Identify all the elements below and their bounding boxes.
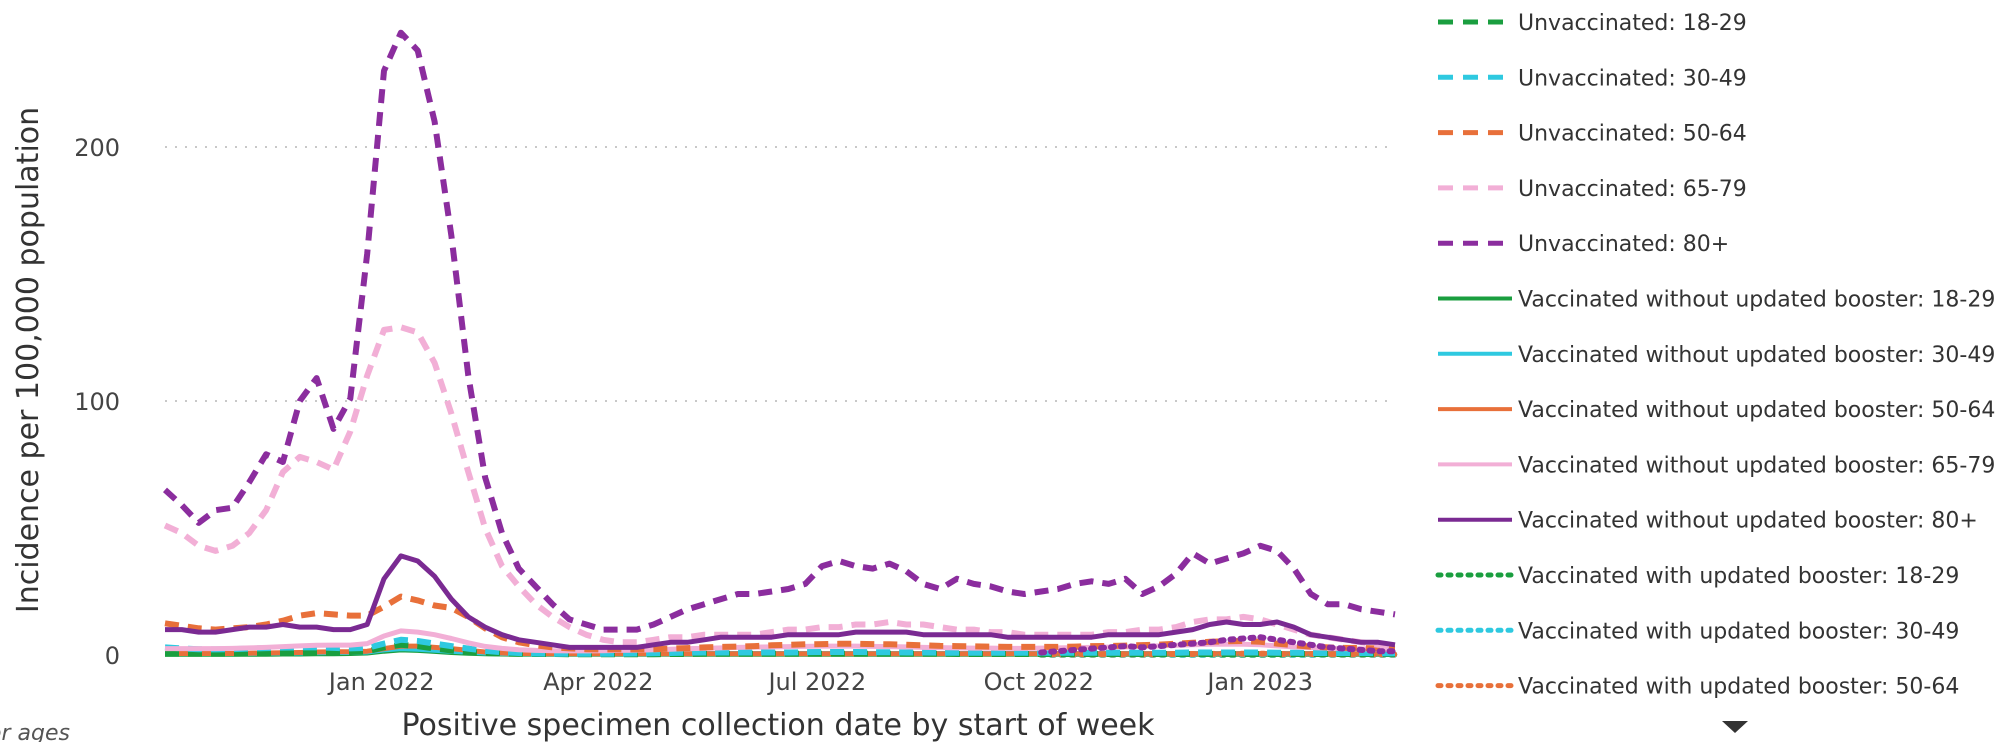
legend-label: Unvaccinated: 50-64: [1518, 122, 1747, 147]
series-line: [165, 553, 1396, 650]
legend-label: Vaccinated without updated booster: 30-4…: [1518, 343, 1995, 368]
gridlines: [165, 146, 1395, 402]
legend[interactable]: Unvaccinated: 18-29 Unvaccinated: 30-49 Un…: [1435, 11, 1995, 700]
x-tick-label: Jul 2022: [766, 668, 866, 696]
x-tick-label: Oct 2022: [984, 668, 1094, 696]
legend-label: Unvaccinated: 30-49: [1518, 66, 1747, 91]
footnote-text: or ages: [0, 721, 70, 742]
series-line: [1038, 650, 1398, 658]
legend-label: Vaccinated without updated booster: 65-7…: [1518, 453, 1995, 478]
legend-label: Vaccinated without updated booster: 50-6…: [1518, 398, 1995, 423]
y-tick-label: 0: [105, 642, 120, 670]
legend-label: Vaccinated without updated booster: 80+: [1518, 509, 1978, 534]
legend-label: Unvaccinated: 65-79: [1518, 177, 1747, 202]
x-axis-title: Positive specimen collection date by sta…: [401, 708, 1155, 742]
series-line: [1038, 634, 1398, 656]
legend-label: Vaccinated with updated booster: 18-29: [1518, 564, 1959, 589]
y-tick-label: 200: [74, 134, 120, 162]
x-tick-label: Jan 2022: [327, 668, 435, 696]
series-lines: [162, 29, 1398, 658]
legend-label: Vaccinated with updated booster: 30-49: [1518, 619, 1959, 644]
y-axis-title: Incidence per 100,000 population: [11, 107, 46, 613]
legend-scroll-down-icon[interactable]: [1722, 721, 1748, 733]
x-tick-label: Jan 2023: [1205, 668, 1313, 696]
series-line: [163, 324, 1395, 648]
legend-label: Vaccinated without updated booster: 18-2…: [1518, 288, 1995, 313]
series-line: [162, 29, 1396, 633]
legend-label: Unvaccinated: 18-29: [1518, 11, 1747, 36]
axes: Incidence per 100,000 population Positiv…: [0, 107, 1313, 742]
legend-label: Vaccinated with updated booster: 50-64: [1518, 675, 1959, 700]
y-tick-label: 100: [74, 388, 120, 416]
legend-label: Unvaccinated: 80+: [1518, 232, 1729, 257]
x-tick-label: Apr 2022: [543, 668, 653, 696]
